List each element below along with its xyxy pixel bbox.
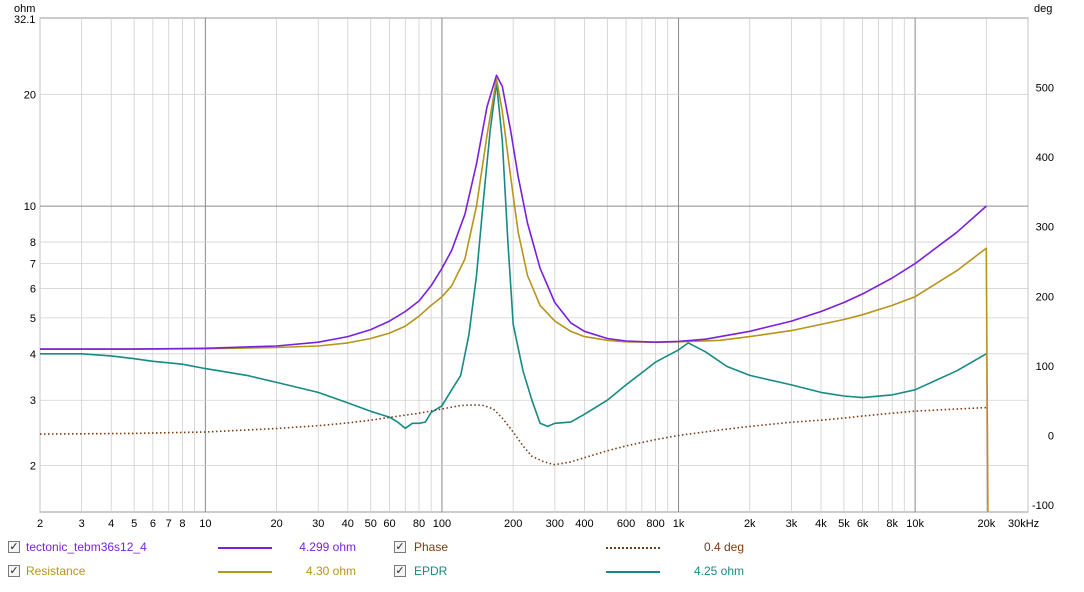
right-tick-label: 200 xyxy=(1036,291,1054,303)
legend-row-2: ✓ Resistance 4.30 ohm ✓ EPDR 4.25 ohm xyxy=(0,563,1084,583)
x-tick-label: 40 xyxy=(342,518,354,530)
legend-value-epdr: 4.25 ohm xyxy=(693,564,744,578)
x-tick-label: 8 xyxy=(179,518,185,530)
x-tick-label: 60 xyxy=(383,518,395,530)
legend-label-epdr: EPDR xyxy=(414,564,448,578)
x-tick-label: 5k xyxy=(838,518,850,530)
left-tick-label: 7 xyxy=(30,259,36,271)
x-tick-label: 100 xyxy=(433,518,451,530)
x-tick-label: 2 xyxy=(37,518,43,530)
right-axis-ticks: -100 0 100 200 300 400 500 xyxy=(1032,83,1054,512)
x-tick-label: 400 xyxy=(575,518,593,530)
legend-value-tectonic: 4.299 ohm xyxy=(299,540,356,554)
x-tick-label: 4 xyxy=(108,518,114,530)
right-tick-label: 0 xyxy=(1048,430,1054,442)
swatch-epdr xyxy=(606,571,660,573)
left-tick-label: 8 xyxy=(30,237,36,249)
x-tick-label: 6 xyxy=(150,518,156,530)
x-tick-label: 800 xyxy=(646,518,664,530)
plot-area xyxy=(39,17,1029,513)
x-tick-label: 4k xyxy=(815,518,827,530)
series-line-tectonic-tebm36s12-4 xyxy=(40,74,987,350)
x-tick-label: 600 xyxy=(617,518,635,530)
left-tick-label: 2 xyxy=(30,461,36,473)
left-axis-unit: ohm xyxy=(14,3,35,15)
right-axis-unit: deg xyxy=(1034,3,1052,15)
left-axis-ticks: 2 3 4 5 6 7 8 10 20 xyxy=(24,89,36,472)
left-tick-label: 4 xyxy=(30,349,36,361)
left-tick-label: 20 xyxy=(24,89,36,101)
left-tick-label: 6 xyxy=(30,283,36,295)
x-tick-label: 20 xyxy=(270,518,282,530)
x-tick-label: 10k xyxy=(906,518,924,530)
checkbox-epdr[interactable]: ✓ xyxy=(394,565,406,577)
legend-label-phase: Phase xyxy=(414,540,449,554)
legend-value-resistance: 4.30 ohm xyxy=(305,564,356,578)
x-tick-label: 5 xyxy=(131,518,137,530)
checkbox-tectonic[interactable]: ✓ xyxy=(8,541,20,553)
swatch-resistance xyxy=(218,571,272,573)
x-axis-ticks: 2 3 4 5 6 7 8 10 20 30 40 50 60 80 100 200 300 400 600 800 1… xyxy=(37,518,996,530)
right-tick-label: 300 xyxy=(1036,222,1054,234)
left-tick-label: 5 xyxy=(30,313,36,325)
right-tick-label: 100 xyxy=(1036,361,1054,373)
grid xyxy=(39,18,1029,512)
checkbox-resistance[interactable]: ✓ xyxy=(8,565,20,577)
x-tick-label: 7 xyxy=(166,518,172,530)
x-tick-label: 3k xyxy=(786,518,798,530)
swatch-tectonic xyxy=(218,547,272,549)
x-tick-label: 30 xyxy=(312,518,324,530)
x-tick-label: 10 xyxy=(199,518,211,530)
x-tick-label: 50 xyxy=(365,518,377,530)
right-tick-label: -100 xyxy=(1032,500,1054,512)
x-tick-label: 1k xyxy=(673,518,685,530)
right-tick-label: 400 xyxy=(1036,152,1054,164)
x-tick-label: 200 xyxy=(504,518,522,530)
left-axis-top-value: 32.1 xyxy=(14,14,35,26)
legend: ✓ tectonic_tebm36s12_4 4.299 ohm ✓ Phase… xyxy=(0,535,1084,592)
series-lines xyxy=(39,74,989,513)
series-line-resistance xyxy=(40,78,989,513)
checkbox-phase[interactable]: ✓ xyxy=(394,541,406,553)
x-tick-label: 20k xyxy=(977,518,995,530)
x-tick-label: 80 xyxy=(413,518,425,530)
legend-label-resistance: Resistance xyxy=(26,564,86,578)
x-tick-label: 3 xyxy=(79,518,85,530)
swatch-phase xyxy=(606,547,660,549)
right-tick-label: 500 xyxy=(1036,83,1054,95)
legend-label-tectonic: tectonic_tebm36s12_4 xyxy=(26,540,147,554)
legend-row-1: ✓ tectonic_tebm36s12_4 4.299 ohm ✓ Phase… xyxy=(0,539,1084,559)
x-tick-label: 300 xyxy=(546,518,564,530)
x-tick-label: 8k xyxy=(886,518,898,530)
legend-value-phase: 0.4 deg xyxy=(703,540,744,554)
x-axis-unit-label: 30kHz xyxy=(1008,518,1039,530)
left-tick-label: 3 xyxy=(30,395,36,407)
x-tick-label: 6k xyxy=(857,518,869,530)
impedance-chart: 2 3 4 5 6 7 8 10 20 30 40 50 60 80 100 200 300 400 600 800 1… xyxy=(14,3,1054,530)
x-tick-label: 2k xyxy=(744,518,756,530)
left-tick-label: 10 xyxy=(24,201,36,213)
